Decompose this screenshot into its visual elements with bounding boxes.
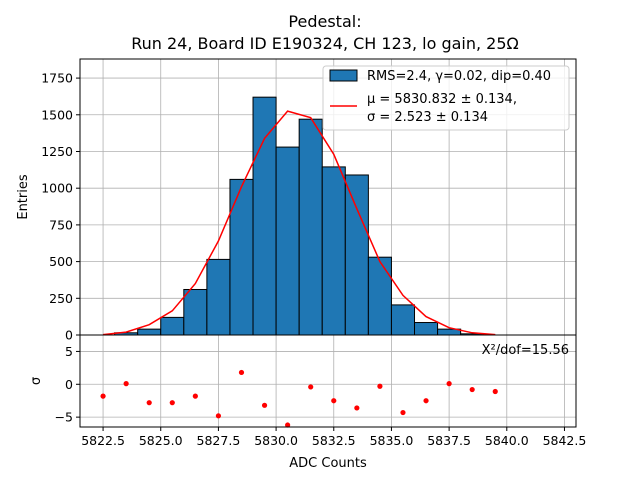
histogram-bar	[229, 178, 254, 336]
x-axis: 5822.5 5825.0 5827.5 5830.0 5832.5 5835.0 5837…	[81, 427, 586, 448]
residual-point	[192, 393, 198, 399]
x-tick-label: 5822.5	[81, 433, 125, 448]
fit-line-group	[103, 110, 496, 336]
residual-point	[331, 398, 337, 404]
residual-y-axis: −5 0 5	[55, 344, 80, 425]
top-y-tick-label: 0	[65, 328, 73, 343]
residual-point	[146, 400, 152, 406]
chart-title-line2: Run 24, Board ID E190324, CH 123, lo gai…	[131, 34, 519, 53]
residual-point	[100, 393, 106, 399]
residual-point	[169, 400, 175, 406]
histogram-bar	[137, 328, 162, 336]
histogram-bar	[298, 118, 323, 336]
histogram-bar	[321, 166, 346, 336]
y-axis-label-sigma: σ	[29, 377, 44, 385]
x-tick-label: 5837.5	[427, 433, 471, 448]
residual-point	[261, 402, 268, 408]
legend-histogram-swatch	[329, 69, 358, 82]
residual-point	[446, 381, 452, 387]
top-y-tick-label: 750	[49, 217, 73, 232]
histogram-bar	[160, 316, 185, 336]
residual-point	[238, 369, 245, 376]
x-tick-label: 5825.0	[139, 433, 183, 448]
x-tick-label: 5830.0	[254, 433, 298, 448]
residual-point	[423, 398, 429, 404]
histogram-bar	[275, 146, 300, 336]
residual-point	[215, 413, 222, 419]
top-y-axis: 0 250 500 750 1000 1250 1500 1750	[41, 71, 80, 343]
top-y-tick-label: 250	[49, 291, 73, 306]
legend: RMS=2.4, γ=0.02, dip=0.40 μ = 5830.832 ±…	[322, 65, 570, 131]
x-axis-label: ADC Counts	[289, 456, 367, 471]
legend-fit-label-line2: σ = 2.523 ± 0.134	[367, 110, 488, 125]
histogram-bar	[367, 256, 392, 336]
top-y-tick-label: 1750	[41, 71, 73, 86]
y-axis-label-entries: Entries	[16, 174, 31, 220]
x-tick-label: 5827.5	[197, 433, 241, 448]
legend-box	[322, 65, 570, 131]
residual-grid	[80, 335, 576, 427]
top-y-tick-label: 500	[49, 254, 73, 269]
chart-title-line1: Pedestal:	[288, 12, 361, 31]
residual-y-tick-label: 0	[65, 377, 73, 392]
histogram-bar	[414, 322, 439, 336]
residual-point	[308, 384, 314, 390]
x-tick-label: 5835.0	[370, 433, 414, 448]
residual-point	[492, 388, 498, 395]
legend-fit-label-line1: μ = 5830.832 ± 0.134,	[367, 92, 517, 107]
histogram-bar	[344, 174, 369, 336]
top-y-tick-label: 1000	[41, 181, 73, 196]
top-y-tick-label: 1250	[41, 144, 73, 159]
legend-histogram-label: RMS=2.4, γ=0.02, dip=0.40	[367, 69, 551, 84]
residual-point	[354, 405, 360, 411]
chi2-annotation: X²/dof=15.56	[482, 343, 569, 358]
fit-line	[103, 110, 496, 336]
top-y-tick-label: 1500	[41, 107, 73, 122]
x-tick-label: 5832.5	[312, 433, 356, 448]
residual-y-tick-label: −5	[55, 410, 73, 425]
x-tick-label: 5842.5	[543, 433, 587, 448]
histogram-bar	[252, 96, 277, 336]
residual-axes-frame	[79, 334, 577, 428]
histogram-bars	[114, 96, 485, 336]
histogram-bar	[183, 288, 208, 336]
residual-points	[100, 369, 498, 428]
histogram-bar	[390, 304, 416, 336]
residual-point	[123, 381, 129, 387]
residual-point	[377, 383, 383, 389]
histogram-bar	[206, 258, 231, 336]
residual-point	[400, 409, 406, 416]
residual-y-tick-label: 5	[65, 344, 73, 359]
residual-point	[285, 422, 291, 428]
x-tick-label: 5840.0	[485, 433, 529, 448]
residual-point	[469, 386, 475, 393]
